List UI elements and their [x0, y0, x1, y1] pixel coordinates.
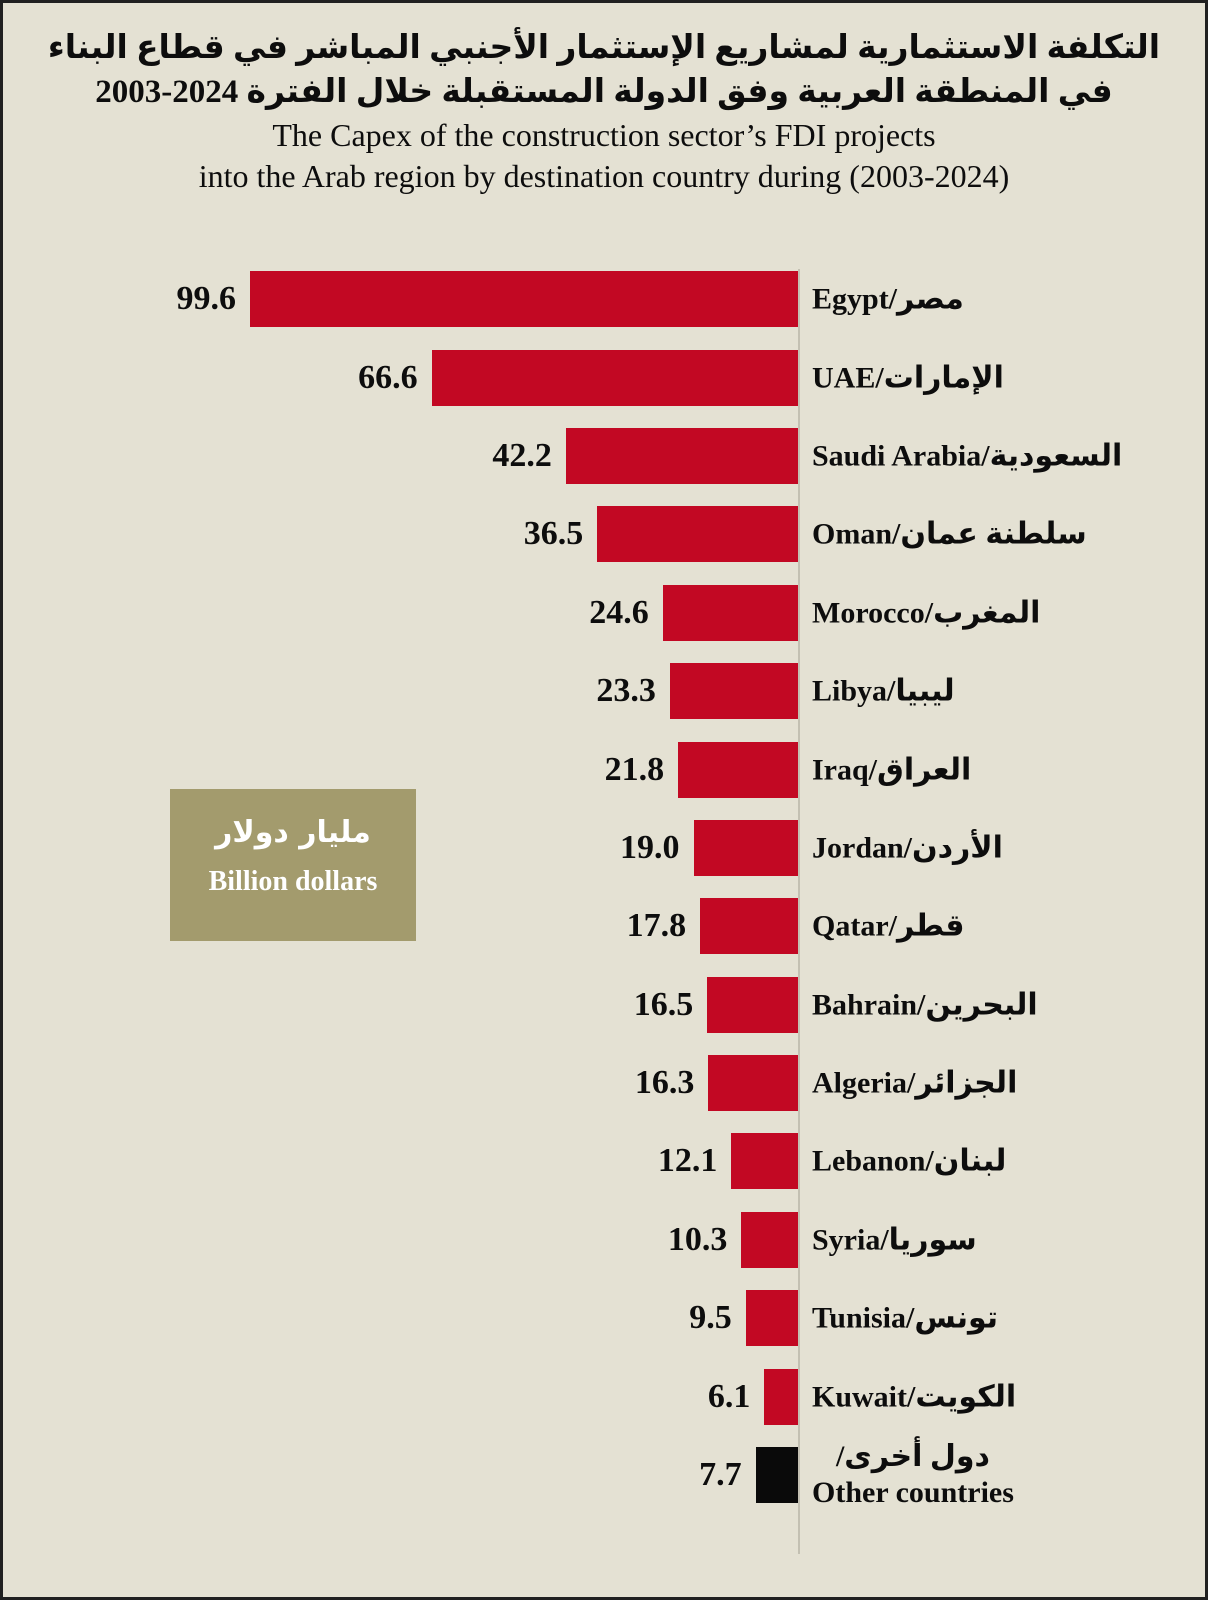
country-label-tunisia: Tunisia/تونس — [812, 1301, 999, 1335]
value-label-bahrain: 16.5 — [633, 985, 694, 1023]
country-label-english-other-countries: Other countries — [812, 1476, 1014, 1510]
bar-row-kuwait: 6.1 Kuwait/الكويت — [3, 1357, 1208, 1435]
title-english-line1: The Capex of the construction sector’s F… — [272, 116, 936, 153]
value-label-other-countries: 7.7 — [699, 1456, 742, 1494]
title-arabic-line2: في المنطقة العربية وفق الدولة المستقبلة … — [95, 73, 1113, 110]
bar-zone-algeria: 16.3 — [3, 1044, 798, 1122]
value-label-syria: 10.3 — [667, 1220, 728, 1258]
value-label-kuwait: 6.1 — [707, 1377, 751, 1415]
bar-row-oman: 36.5 Oman/سلطنة عمان — [3, 495, 1208, 573]
country-label-arabic-other-countries: دول أخرى/ — [835, 1440, 990, 1474]
bar-zone-iraq: 21.8 — [3, 730, 798, 808]
country-label-kuwait: Kuwait/الكويت — [812, 1380, 1017, 1414]
bar-row-iraq: 21.8 Iraq/العراق — [3, 730, 1208, 808]
bar-zone-egypt: 99.6 — [3, 260, 798, 338]
bar-row-libya: 23.3 Libya/ليبيا — [3, 652, 1208, 730]
bar-row-lebanon: 12.1 Lebanon/لبنان — [3, 1122, 1208, 1200]
bar-algeria — [708, 1055, 798, 1112]
value-label-saudi-arabia: 42.2 — [492, 436, 552, 474]
legend-label-english: Billion dollars — [208, 866, 378, 897]
bar-row-syria: 10.3 Syria/سوريا — [3, 1201, 1208, 1279]
country-label-lebanon: Lebanon/لبنان — [812, 1144, 1007, 1178]
country-label-syria: Syria/سوريا — [812, 1223, 977, 1257]
bar-syria — [741, 1211, 798, 1268]
value-label-tunisia: 9.5 — [689, 1299, 732, 1337]
bar-other-countries — [755, 1447, 798, 1504]
bar-zone-uae: 66.6 — [3, 338, 798, 416]
value-label-jordan: 19.0 — [620, 828, 680, 866]
bar-zone-qatar: 17.8 — [3, 887, 798, 965]
country-label-libya: Libya/ليبيا — [812, 674, 955, 708]
country-label-morocco: Morocco/المغرب — [812, 596, 1041, 630]
country-label-uae: UAE/الإمارات — [812, 361, 1004, 395]
bar-saudi-arabia — [565, 427, 798, 484]
chart-title-block: التكلفة الاستثمارية لمشاريع الإستثمار ال… — [3, 3, 1205, 197]
country-label-other-countries: دول أخرى/Other countries — [812, 1439, 1014, 1511]
value-label-iraq: 21.8 — [604, 750, 665, 788]
bar-zone-morocco: 24.6 — [3, 574, 798, 652]
bar-zone-jordan: 19.0 — [3, 809, 798, 887]
bar-tunisia — [745, 1290, 798, 1347]
country-label-qatar: Qatar/قطر — [812, 909, 965, 943]
bar-zone-other-countries: 7.7 — [3, 1436, 798, 1514]
value-label-algeria: 16.3 — [634, 1064, 695, 1102]
bar-bahrain — [707, 976, 798, 1033]
bar-zone-kuwait: 6.1 — [3, 1357, 798, 1435]
bar-egypt — [250, 271, 798, 328]
bar-zone-libya: 23.3 — [3, 652, 798, 730]
bar-jordan — [693, 819, 798, 876]
value-label-oman: 36.5 — [523, 515, 584, 553]
bar-zone-bahrain: 16.5 — [3, 966, 798, 1044]
bar-zone-tunisia: 9.5 — [3, 1279, 798, 1357]
country-label-algeria: Algeria/الجزائر — [812, 1066, 1018, 1100]
country-label-egypt: Egypt/مصر — [812, 282, 964, 316]
bar-morocco — [662, 584, 798, 641]
bar-row-algeria: 16.3 Algeria/الجزائر — [3, 1044, 1208, 1122]
country-label-iraq: Iraq/العراق — [812, 753, 972, 787]
bar-zone-syria: 10.3 — [3, 1201, 798, 1279]
value-label-lebanon: 12.1 — [657, 1142, 718, 1180]
bar-zone-oman: 36.5 — [3, 495, 798, 573]
bar-row-other-countries: 7.7 دول أخرى/Other countries — [3, 1436, 1208, 1514]
bar-row-egypt: 99.6 Egypt/مصر — [3, 260, 1208, 338]
bar-oman — [597, 506, 798, 563]
bar-row-saudi-arabia: 42.2 Saudi Arabia/السعودية — [3, 417, 1208, 495]
bar-chart: 99.6 Egypt/مصر 66.6 UAE/الإمارات 42.2 Saudi A… — [3, 260, 1208, 1554]
value-label-morocco: 24.6 — [589, 593, 649, 631]
country-label-bahrain: Bahrain/البحرين — [812, 988, 1038, 1022]
value-label-libya: 23.3 — [596, 672, 656, 710]
bar-row-bahrain: 16.5 Bahrain/البحرين — [3, 966, 1208, 1044]
bar-libya — [669, 663, 798, 720]
legend-box: مليار دولار Billion dollars — [170, 789, 416, 941]
bar-uae — [431, 349, 798, 406]
country-label-saudi-arabia: Saudi Arabia/السعودية — [812, 439, 1123, 473]
country-label-jordan: Jordan/الأردن — [812, 831, 1003, 865]
value-label-uae: 66.6 — [358, 358, 418, 396]
bar-row-uae: 66.6 UAE/الإمارات — [3, 338, 1208, 416]
bar-kuwait — [764, 1368, 798, 1425]
bar-row-morocco: 24.6 Morocco/المغرب — [3, 574, 1208, 652]
bar-row-qatar: 17.8 Qatar/قطر — [3, 887, 1208, 965]
bar-lebanon — [731, 1133, 798, 1190]
bar-zone-lebanon: 12.1 — [3, 1122, 798, 1200]
value-label-qatar: 17.8 — [626, 907, 687, 945]
axis-baseline — [798, 269, 800, 1554]
bar-rows: 99.6 Egypt/مصر 66.6 UAE/الإمارات 42.2 Saudi A… — [3, 260, 1208, 1514]
bar-iraq — [678, 741, 798, 798]
country-label-oman: Oman/سلطنة عمان — [812, 517, 1087, 551]
bar-row-jordan: 19.0 Jordan/الأردن — [3, 809, 1208, 887]
bar-zone-saudi-arabia: 42.2 — [3, 417, 798, 495]
bar-row-tunisia: 9.5 Tunisia/تونس — [3, 1279, 1208, 1357]
bar-qatar — [700, 898, 798, 955]
title-english-line2: into the Arab region by destination coun… — [198, 157, 1010, 194]
value-label-egypt: 99.6 — [176, 280, 237, 318]
title-arabic-line1: التكلفة الاستثمارية لمشاريع الإستثمار ال… — [47, 30, 1161, 66]
legend-label-arabic: مليار دولار — [215, 815, 371, 850]
